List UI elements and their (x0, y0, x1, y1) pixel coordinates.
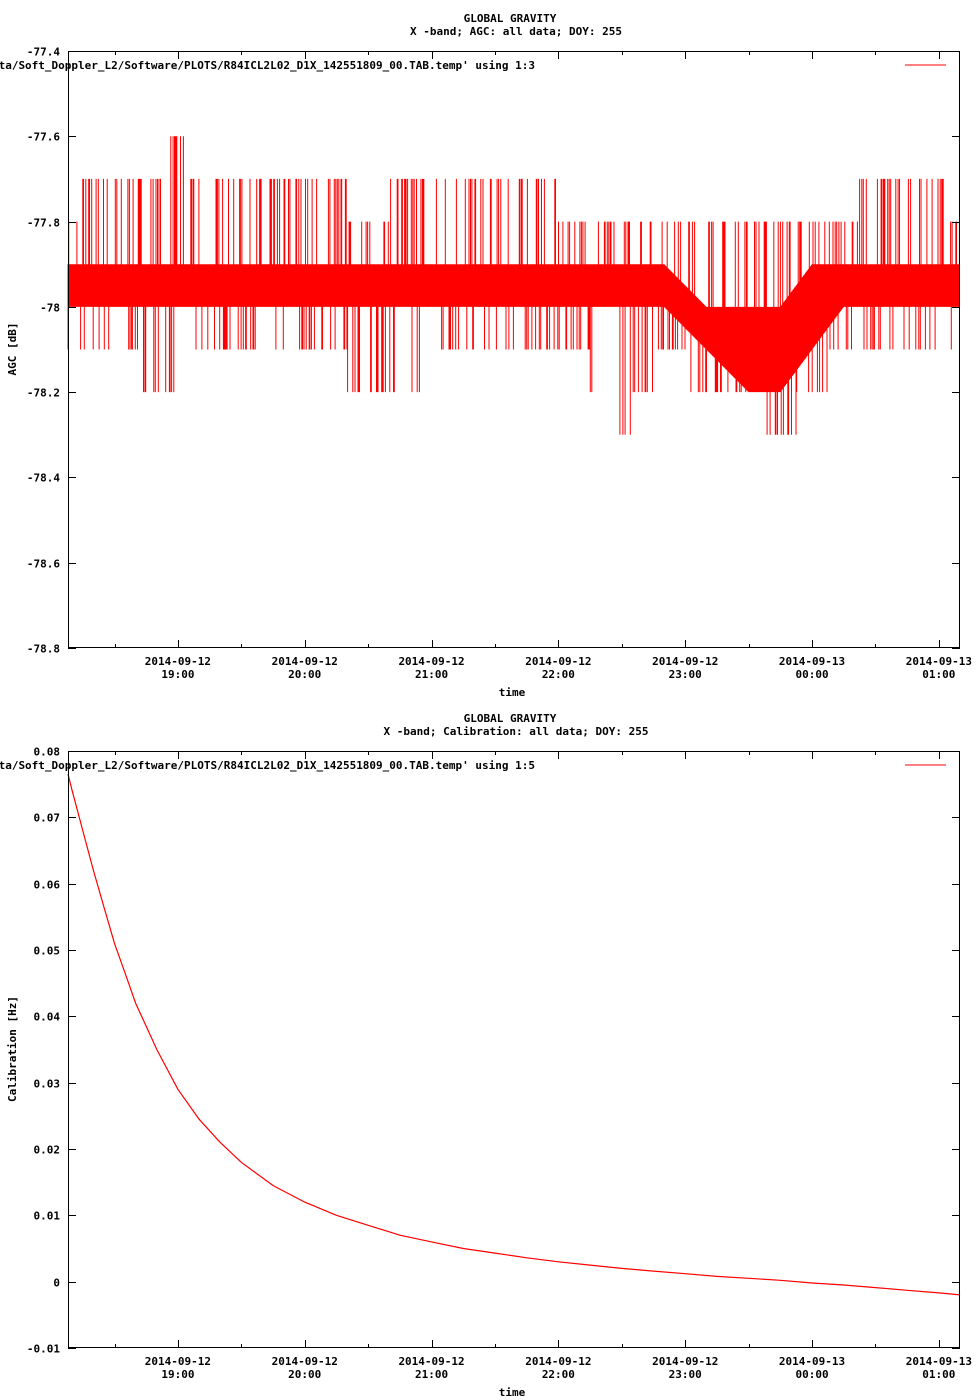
x-tick-time-label: 20:00 (288, 668, 321, 681)
chart-title: GLOBAL GRAVITY (464, 12, 557, 25)
x-axis-label: time (499, 686, 526, 699)
x-tick-date-label: 2014-09-13 (906, 655, 972, 668)
x-tick-time-label: 22:00 (542, 1368, 575, 1381)
x-tick-date-label: 2014-09-12 (145, 1355, 211, 1368)
x-tick-time-label: 00:00 (795, 668, 828, 681)
plot-area (67, 136, 960, 435)
x-tick-time-label: 22:00 (542, 668, 575, 681)
y-tick-label: 0.08 (34, 746, 61, 759)
series-line (67, 136, 960, 435)
chart-subtitle: X -band; Calibration: all data; DOY: 255 (384, 725, 649, 738)
chart-subtitle: X -band; AGC: all data; DOY: 255 (410, 25, 622, 38)
x-tick-date-label: 2014-09-12 (145, 655, 211, 668)
x-tick-time-label: 19:00 (161, 1368, 194, 1381)
x-tick-time-label: 23:00 (669, 1368, 702, 1381)
y-tick-label: 0.04 (34, 1011, 61, 1024)
x-tick-time-label: 20:00 (288, 1368, 321, 1381)
x-tick-time-label: 21:00 (415, 1368, 448, 1381)
x-tick-date-label: 2014-09-12 (525, 1355, 591, 1368)
y-tick-label: 0.06 (34, 879, 61, 892)
x-tick-time-label: 01:00 (922, 668, 955, 681)
y-tick-label: -77.8 (27, 217, 60, 230)
y-tick-label: 0.05 (34, 945, 61, 958)
x-tick-time-label: 23:00 (669, 668, 702, 681)
y-tick-label: -78.8 (27, 643, 60, 656)
chart-title: GLOBAL GRAVITY (464, 712, 557, 725)
y-axis-label: Calibration [Hz] (6, 996, 19, 1102)
y-tick-label: 0.02 (34, 1144, 61, 1157)
chart-agc: GLOBAL GRAVITY X -band; AGC: all data; D… (0, 12, 972, 699)
x-tick-date-label: 2014-09-13 (779, 655, 845, 668)
plot-area (67, 774, 961, 1296)
y-tick-label: -77.4 (27, 46, 60, 59)
chart-calibration: GLOBAL GRAVITY X -band; Calibration: all… (0, 712, 972, 1399)
legend-label: 'Z:/ddswork/process_data/Soft_Doppler_L2… (0, 759, 535, 772)
y-tick-label: 0.01 (34, 1210, 61, 1223)
x-tick-date-label: 2014-09-12 (525, 655, 591, 668)
x-tick-date-label: 2014-09-12 (652, 1355, 718, 1368)
x-tick-time-label: 21:00 (415, 668, 448, 681)
y-tick-label: -78.6 (27, 558, 60, 571)
y-tick-label: 0 (53, 1277, 60, 1290)
x-tick-time-label: 00:00 (795, 1368, 828, 1381)
x-tick-date-label: 2014-09-12 (272, 655, 338, 668)
y-axis: 0.08 0.07 0.06 0.05 0.04 0.03 0.02 0.01 0 -0.01 (27, 746, 960, 1356)
y-tick-label: -0.01 (27, 1343, 60, 1356)
legend-label: 'Z:/ddswork/process_data/Soft_Doppler_L2… (0, 59, 535, 72)
y-tick-label: 0.03 (34, 1078, 61, 1091)
x-tick-date-label: 2014-09-13 (906, 1355, 972, 1368)
y-tick-label: -78 (40, 302, 60, 315)
y-tick-label: -77.6 (27, 131, 60, 144)
x-axis: 2014-09-1219:002014-09-1220:002014-09-12… (115, 51, 972, 681)
x-tick-time-label: 01:00 (922, 1368, 955, 1381)
x-tick-date-label: 2014-09-13 (779, 1355, 845, 1368)
y-tick-label: -78.4 (27, 472, 60, 485)
x-axis-label: time (499, 1386, 526, 1399)
plot-frame (68, 751, 960, 1348)
y-axis-label: AGC [dB] (6, 323, 19, 376)
plot-frame (68, 51, 960, 648)
x-tick-time-label: 19:00 (161, 668, 194, 681)
x-tick-date-label: 2014-09-12 (398, 1355, 464, 1368)
x-tick-date-label: 2014-09-12 (652, 655, 718, 668)
x-tick-date-label: 2014-09-12 (272, 1355, 338, 1368)
y-axis: -77.4 -77.6 -77.8 -78 -78.2 -78.4 -78.6 -78.8 (27, 46, 960, 656)
y-tick-label: 0.07 (34, 812, 61, 825)
series-line (67, 774, 961, 1296)
x-axis: 2014-09-1219:002014-09-1220:002014-09-12… (115, 751, 972, 1381)
y-tick-label: -78.2 (27, 387, 60, 400)
x-tick-date-label: 2014-09-12 (398, 655, 464, 668)
